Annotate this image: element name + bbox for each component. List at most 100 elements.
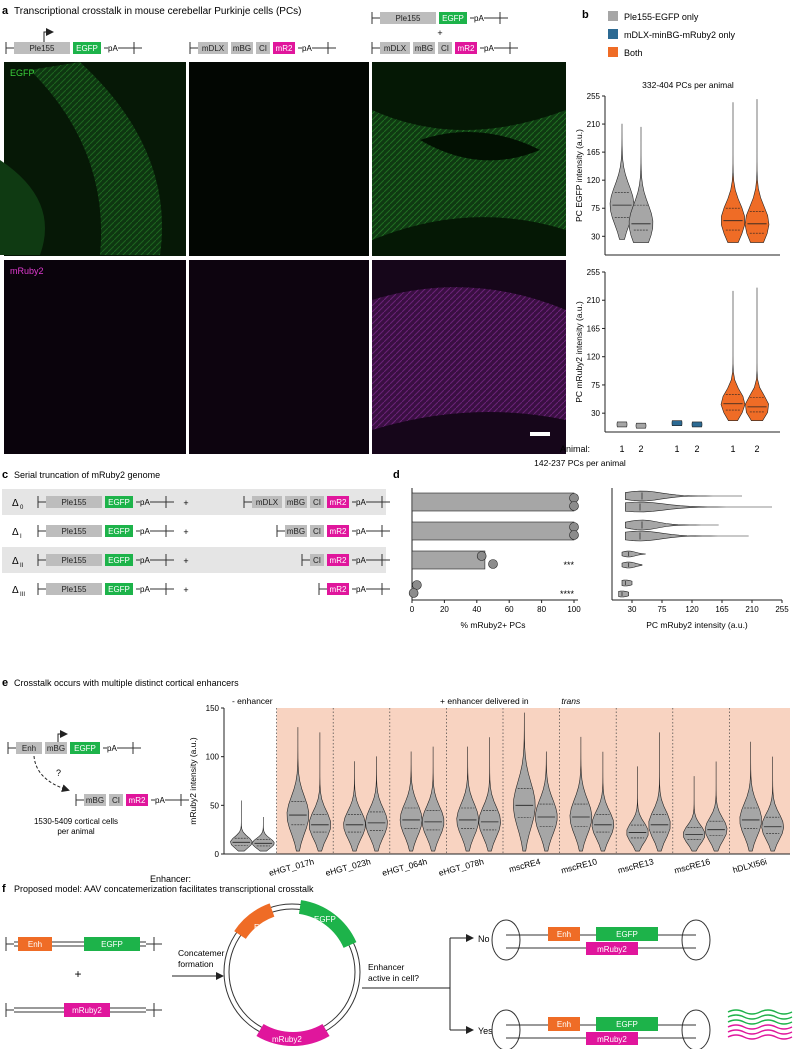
itr: [381, 525, 390, 537]
a3-box-ple155: [380, 12, 436, 24]
violin-e1-5: [513, 712, 536, 852]
e-bottom-box-mbg: [84, 794, 106, 806]
panel-e-chart: 150 100 50 0 mRuby2 intensity (a.u.) - enhanc…: [150, 696, 791, 884]
violin-b-bBottom-1: [635, 422, 647, 429]
row-delta-0: Δ: [12, 498, 19, 509]
transcript-wave-5: [727, 1034, 793, 1040]
yes-loop-l: [491, 1009, 521, 1049]
ytick-label: 120: [587, 176, 601, 185]
a4-box-mbg: [413, 42, 435, 54]
micrograph-egfp-ple155: [0, 62, 186, 256]
f-mruby-box: [64, 1003, 110, 1017]
itr: [153, 937, 162, 951]
bar-1: [411, 521, 575, 541]
violin-d-3: [625, 530, 749, 542]
f-enh-label: Enh: [28, 940, 42, 949]
itr: [318, 583, 327, 595]
a2-pa-label: pA: [302, 44, 312, 53]
violin-b-bBottom-2: [671, 420, 683, 427]
a3-label-ple155: Ple155: [396, 14, 421, 23]
a2-box-mdlx: [198, 42, 228, 54]
bar-point-0-0: [569, 493, 579, 503]
a4-label-mbg: mBG: [415, 44, 433, 53]
violin-e2-4: [478, 737, 501, 852]
row-delta-1: Δ: [12, 527, 19, 538]
e-bottom-label-mr2: mR2: [129, 796, 146, 805]
a1-label-ple155: Ple155: [30, 44, 55, 53]
e-top-pa-label: pA: [107, 744, 117, 753]
c-right-0-box-mr2: [327, 496, 349, 508]
panel-b-legend: Ple155-EGFP only mDLX-minBG-mRuby2 only Bo…: [608, 11, 736, 58]
q-l1: Enhancer: [368, 962, 405, 972]
violin-d-2: [625, 519, 719, 531]
row-sub-1: I: [20, 534, 22, 540]
animal-2: 1: [674, 444, 679, 454]
panel-b-letter: b: [582, 9, 589, 21]
micrograph-mruby-both: [372, 260, 566, 454]
transcript-wave-2: [727, 1019, 793, 1025]
c-right-1-box-mbg: [285, 525, 307, 537]
itr: [75, 794, 84, 806]
d-xtick-label: 60: [505, 605, 514, 614]
panel-c-letter: c: [2, 469, 8, 481]
bar-point-2-0: [476, 551, 487, 561]
violin-e2-0: [252, 817, 275, 852]
e-bottom-box-ci: [109, 794, 123, 806]
animal-1: 2: [638, 444, 643, 454]
c-left-0-box-egfp: [105, 496, 133, 508]
label-mruby: mRuby2: [10, 266, 44, 276]
violin-e2-8: [704, 761, 728, 852]
a4-box-mdlx: [380, 42, 410, 54]
c-right-3-pa-label: pA: [356, 585, 366, 594]
row-sub-0: 0: [20, 505, 24, 511]
dr-xtick-label: 165: [715, 605, 729, 614]
label-no-enhancer: - enhancer: [232, 696, 273, 706]
violin-e2-9: [761, 756, 784, 852]
panel-d-violin-chart: 30 75 120 165 210 255 PC mRuby2 intensity (a.u…: [611, 488, 789, 630]
row-sub-2: II: [20, 563, 24, 569]
ytick-label: 255: [587, 92, 601, 101]
bar-point-0-1: [569, 501, 579, 511]
bar-point-1-0: [569, 522, 579, 532]
no-label: No: [478, 934, 490, 944]
animal-label: Animal:: [560, 444, 590, 454]
concat-l2: formation: [178, 959, 214, 969]
dr-xtick-label: 75: [658, 605, 667, 614]
ytick-label: 120: [587, 353, 601, 362]
a1-pa-label: pA: [108, 44, 118, 53]
itr: [37, 583, 46, 595]
c-left-2-box-ple155: [46, 554, 102, 566]
itr: [5, 42, 14, 54]
yes-enh-label: Enh: [557, 1020, 571, 1029]
e-top-box-egfp: [70, 742, 100, 754]
itr: [165, 583, 174, 595]
a2-label-mdlx: mDLX: [202, 44, 225, 53]
enhancer-2: eHGT_064h: [381, 856, 429, 878]
concat-l1: Concatemer: [178, 948, 224, 958]
c-plus-0: +: [183, 498, 188, 508]
c-left-1-box-egfp: [105, 525, 133, 537]
enhancer-5: mscRE10: [560, 856, 598, 875]
violin-d-5: [621, 561, 643, 569]
itr: [37, 496, 46, 508]
e-ytick-label: 100: [206, 753, 220, 762]
violin-e2-3: [422, 746, 445, 852]
c-left-3-pa-label: pA: [140, 585, 150, 594]
enhancer-0: eHGT_017h: [268, 856, 316, 878]
itr: [165, 525, 174, 537]
d-xtick-label: 20: [440, 605, 449, 614]
a3-box-egfp: [439, 12, 467, 24]
panel-d-bar-chart: 0 20 40 60 80 100% mRuby2+ PCs*******: [408, 488, 581, 630]
row-delta-2: Δ: [12, 556, 19, 567]
enhancer-axis-label: Enhancer:: [150, 874, 191, 884]
c-left-2-pa-label: pA: [140, 556, 150, 565]
c-left-2-box-egfp: [105, 554, 133, 566]
violin-b-bTop-5: [744, 99, 770, 243]
a-plus: +: [437, 28, 442, 38]
animal-0: 1: [619, 444, 624, 454]
c-right-2-box-mr2: [327, 554, 349, 566]
itr: [276, 525, 285, 537]
panel-a-letter: a: [2, 5, 9, 17]
c-right-1-pa-label: pA: [356, 527, 366, 536]
